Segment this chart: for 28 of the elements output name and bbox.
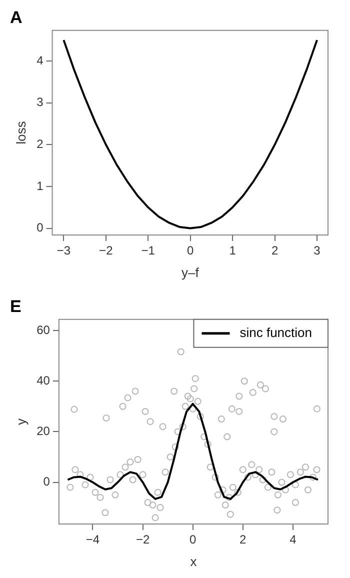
y-tick-label: 4: [36, 53, 44, 68]
x-tick-label: −2: [136, 532, 150, 547]
x-tick-label: 0: [190, 532, 197, 547]
y-tick-label: 2: [36, 136, 44, 151]
y-tick-label: 1: [36, 178, 44, 193]
x-axis-title: x: [190, 554, 198, 569]
x-tick-label: −1: [141, 244, 156, 258]
y-axis-title: y: [13, 418, 28, 425]
x-tick-label: 4: [290, 532, 297, 547]
x-tick-label: −3: [56, 244, 71, 258]
x-tick-label: 3: [314, 244, 321, 258]
legend-label: sinc function: [240, 324, 312, 340]
y-tick-label: 20: [36, 424, 50, 438]
chart-title: A: [10, 8, 22, 27]
x-tick-label: 2: [240, 532, 247, 547]
y-tick-label: 0: [43, 474, 50, 489]
x-tick-label: −4: [86, 532, 100, 547]
chart-title: E: [10, 296, 22, 316]
x-tick-label: 0: [187, 244, 194, 258]
y-axis-title: loss: [13, 120, 28, 144]
y-tick-label: 0: [36, 220, 44, 235]
x-tick-label: −2: [99, 244, 114, 258]
y-tick-label: 3: [36, 95, 44, 110]
x-tick-label: 2: [271, 244, 278, 258]
x-axis-title: y–f: [181, 264, 200, 280]
y-tick-label: 60: [36, 322, 50, 337]
x-tick-label: 1: [229, 244, 236, 258]
y-tick-label: 40: [36, 373, 50, 388]
